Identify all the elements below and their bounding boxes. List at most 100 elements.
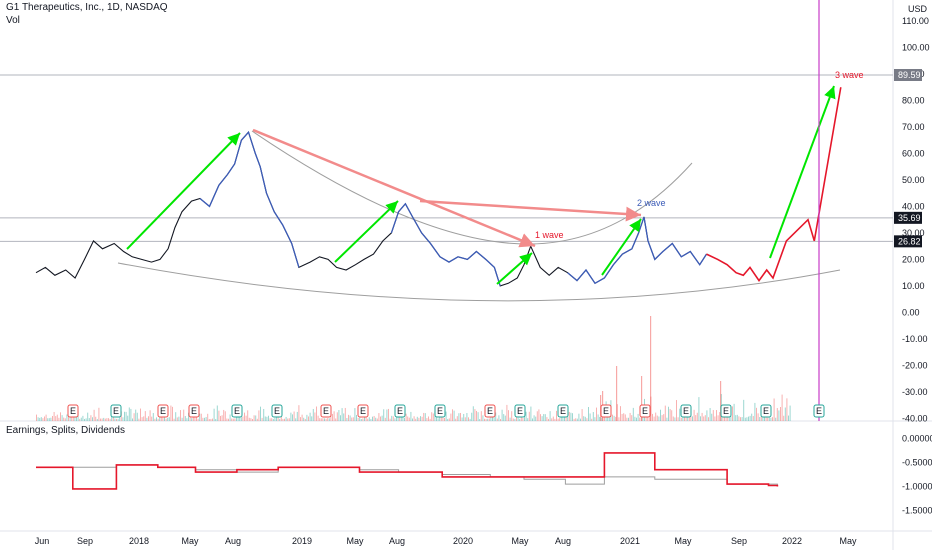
price-tick-label: -40.00 <box>902 413 928 423</box>
volume-bar <box>551 418 553 421</box>
projection-line <box>706 87 842 282</box>
volume-bar <box>544 414 546 421</box>
price-tick-label: 40.00 <box>902 201 925 211</box>
bearish-arrow <box>419 199 642 222</box>
volume-bar <box>180 410 181 421</box>
volume-bar <box>157 418 159 421</box>
volume-bar <box>151 416 153 421</box>
volume-bar <box>674 417 676 421</box>
volume-bar <box>200 413 202 421</box>
volume-bar <box>711 413 713 421</box>
volume-bar <box>304 418 306 421</box>
bullish-arrow <box>334 200 399 263</box>
volume-bar <box>637 413 639 421</box>
volume-bar <box>378 413 380 421</box>
volume-bar <box>764 414 765 421</box>
volume-bar <box>242 416 244 421</box>
volume-bar <box>196 414 197 421</box>
earnings-marker-label: E <box>816 406 822 416</box>
volume-bar <box>90 415 92 421</box>
volume-bar <box>570 412 572 421</box>
volume-bar <box>293 411 295 421</box>
earnings-marker-box <box>110 404 122 418</box>
volume-bar <box>298 405 300 421</box>
volume-bar <box>264 416 266 421</box>
volume-bar <box>101 418 103 421</box>
earnings-marker-box <box>231 404 243 418</box>
volume-bar <box>708 417 709 421</box>
volume-bar <box>82 415 84 421</box>
price-tag-2 <box>894 235 922 248</box>
volume-bar <box>460 412 461 421</box>
volume-bar <box>199 413 201 421</box>
volume-bar <box>218 410 220 421</box>
earnings-marker-label: E <box>323 406 329 416</box>
volume-bar <box>221 415 223 421</box>
volume-bar <box>125 411 127 421</box>
earnings-marker: E <box>157 404 169 418</box>
volume-bar <box>533 415 535 421</box>
earnings-marker-label: E <box>113 406 119 416</box>
volume-bar <box>130 408 132 421</box>
volume-bar <box>360 418 362 421</box>
time-tick-label: 2020 <box>453 536 473 546</box>
volume-bar <box>389 418 391 421</box>
volume-bar <box>594 417 596 421</box>
volume-bar <box>236 416 237 421</box>
volume-bar <box>740 417 741 421</box>
volume-bar <box>517 417 519 421</box>
volume-bar <box>156 417 157 421</box>
volume-bar <box>80 417 82 421</box>
volume-bar <box>720 381 722 421</box>
volume-bar <box>706 410 708 421</box>
volume-bar <box>258 410 260 421</box>
volume-bar <box>210 418 212 421</box>
volume-bar <box>338 409 340 421</box>
earnings-marker-label: E <box>397 406 403 416</box>
volume-bar <box>140 408 141 421</box>
volume-bar <box>234 418 236 421</box>
volume-bar <box>135 409 137 421</box>
estimate-line <box>36 464 778 487</box>
volume-bar <box>404 417 405 421</box>
volume-bar <box>52 415 53 421</box>
volume-bar <box>148 416 149 421</box>
volume-bar <box>181 417 183 421</box>
volume-bar <box>167 417 169 421</box>
volume-bar <box>663 414 665 421</box>
volume-bar <box>204 417 205 421</box>
volume-bar <box>500 418 501 421</box>
time-tick-label: 2019 <box>292 536 312 546</box>
earnings-marker-box <box>639 404 651 418</box>
volume-bar <box>172 406 173 421</box>
volume-bar <box>760 415 762 421</box>
volume-bar <box>415 418 417 421</box>
volume-bar <box>730 416 732 421</box>
volume-bar <box>444 417 445 421</box>
wave-label-1: 1 wave <box>535 230 564 240</box>
volume-bar <box>252 418 253 421</box>
volume-bar <box>463 413 465 421</box>
volume-bar <box>344 407 346 421</box>
earnings-marker-box <box>813 404 825 418</box>
volume-bar <box>789 405 791 421</box>
time-tick-label: Sep <box>731 536 747 546</box>
volume-bar <box>351 417 353 421</box>
earnings-marker-box <box>271 404 283 418</box>
volume-bar <box>485 418 487 421</box>
volume-bar <box>591 418 593 421</box>
volume-bar <box>55 416 57 421</box>
volume-bar <box>292 414 293 421</box>
earnings-marker-label: E <box>517 406 523 416</box>
volume-bar <box>655 412 657 421</box>
volume-bar <box>274 418 276 421</box>
earnings-marker-label: E <box>437 406 443 416</box>
price-tick-label: 110.00 <box>902 16 929 26</box>
volume-bar <box>732 406 733 421</box>
price-tick-label: -30.00 <box>902 387 928 397</box>
volume-bar <box>472 406 474 421</box>
volume-bar <box>168 417 170 421</box>
price-tick-label: 10.00 <box>902 281 925 291</box>
volume-bar <box>621 413 623 421</box>
